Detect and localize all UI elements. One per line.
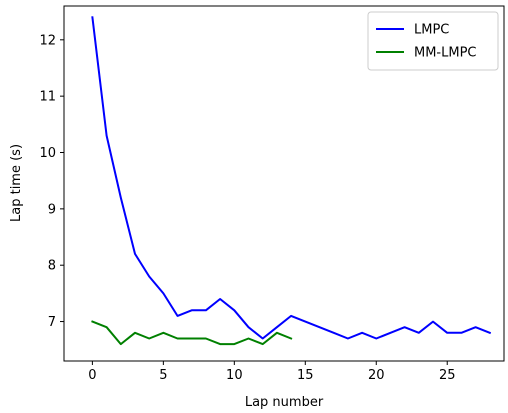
x-axis: 0 5 10 15 20 25 [88, 361, 455, 383]
x-tick-label: 20 [368, 368, 385, 383]
x-tick-label: 25 [439, 368, 456, 383]
legend: LMPC MM-LMPC [367, 11, 499, 71]
x-tick-label: 15 [297, 368, 314, 383]
x-tick-label: 5 [159, 368, 167, 383]
y-tick-label: 8 [48, 259, 56, 274]
x-tick-label: 10 [226, 368, 243, 383]
series-line-lmpc [91, 16, 492, 340]
x-axis-label: Lap number [245, 395, 324, 410]
y-axis: 7 8 9 10 11 12 [39, 33, 64, 330]
y-axis-label: Lap time (s) [9, 144, 24, 222]
y-tick-label: 11 [39, 90, 56, 105]
x-tick-label: 0 [88, 368, 96, 383]
legend-box [367, 11, 499, 71]
series-line-mm-lmpc [91, 320, 293, 346]
y-tick-label: 9 [48, 202, 56, 217]
legend-label: LMPC [414, 23, 449, 38]
y-tick-label: 7 [48, 315, 56, 330]
y-tick-label: 10 [39, 146, 56, 161]
legend-label: MM-LMPC [414, 46, 477, 61]
series-lines [91, 16, 492, 346]
y-tick-label: 12 [39, 33, 56, 48]
